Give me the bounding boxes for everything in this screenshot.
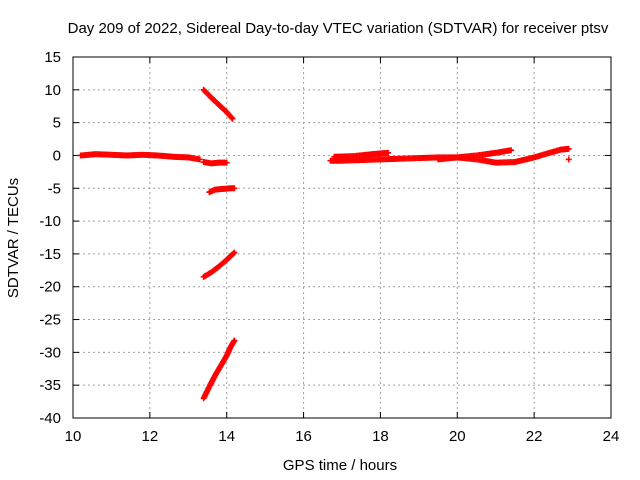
y-tick-label: -10 — [39, 213, 61, 230]
y-tick-label: 5 — [53, 115, 61, 132]
y-tick-label: -40 — [39, 410, 61, 427]
x-tick-label: 20 — [449, 428, 466, 445]
y-tick-labels: 15 10 5 0 -5 -10 -15 -20 -25 -30 -35 -40 — [39, 49, 61, 427]
data-point — [565, 145, 572, 152]
y-tick-label: -25 — [39, 312, 61, 329]
data-point — [508, 147, 515, 154]
x-tick-label: 12 — [142, 428, 159, 445]
y-tick-label: -5 — [48, 180, 61, 197]
y-tick-label: -20 — [39, 279, 61, 296]
data-point — [385, 149, 392, 156]
data-point — [231, 185, 238, 192]
y-tick-label: -30 — [39, 344, 61, 361]
data-point — [565, 156, 572, 163]
y-tick-label: 10 — [44, 82, 61, 99]
data-point — [230, 250, 237, 257]
x-tick-label: 16 — [295, 428, 312, 445]
plot-frame — [72, 56, 612, 419]
x-tick-label: 24 — [603, 428, 620, 445]
x-tick-label: 14 — [218, 428, 235, 445]
grid-lines — [72, 56, 612, 419]
data-point — [231, 249, 238, 256]
y-tick-label: 15 — [44, 49, 61, 66]
data-point — [223, 159, 230, 166]
x-axis-label: GPS time / hours — [283, 457, 397, 474]
y-tick-label: -15 — [39, 246, 61, 263]
x-tick-label: 18 — [372, 428, 389, 445]
data-point — [196, 156, 203, 163]
x-tick-label: 22 — [526, 428, 543, 445]
data-points — [77, 86, 572, 402]
data-point — [231, 337, 238, 344]
x-tick-label: 10 — [65, 428, 82, 445]
y-axis-label: SDTVAR / TECUs — [5, 178, 22, 298]
data-point — [229, 115, 236, 122]
data-point — [228, 114, 235, 121]
y-tick-label: 0 — [53, 147, 61, 164]
y-tick-label: -35 — [39, 377, 61, 394]
chart-title: Day 209 of 2022, Sidereal Day-to-day VTE… — [68, 20, 609, 37]
x-tick-labels: 10 12 14 16 18 20 22 24 — [65, 428, 620, 445]
